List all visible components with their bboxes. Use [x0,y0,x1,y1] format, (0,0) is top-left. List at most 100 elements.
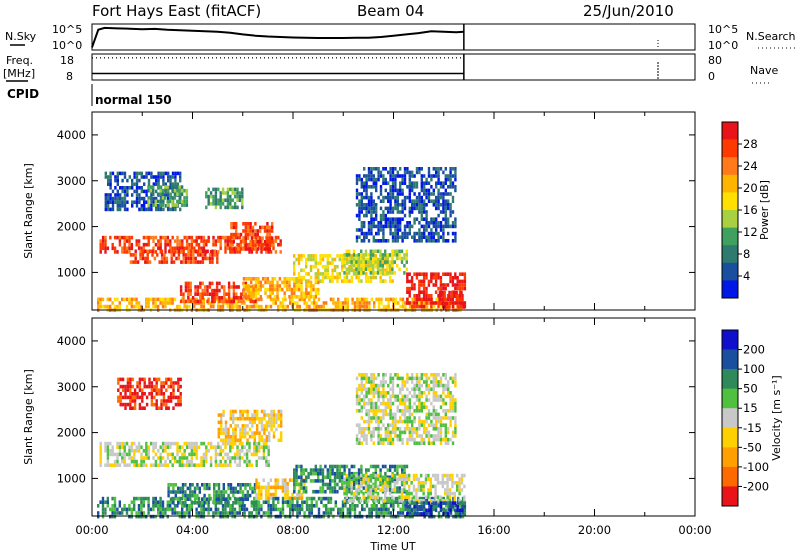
power-cell [111,301,114,305]
velocity-cell [265,463,268,467]
power-x-ticks [91,112,696,310]
velocity-cell [178,449,182,453]
velocity-cell [229,511,232,515]
power-cell [461,279,464,284]
velocity-cell [104,511,107,515]
power-cell [408,192,411,196]
power-cell [338,272,341,276]
power-cell [159,199,162,204]
power-cell [423,217,426,221]
power-cell [374,257,377,262]
velocity-cell [142,500,145,504]
velocity-cell [263,431,266,435]
power-cell [147,171,151,176]
velocity-cell [325,496,328,501]
velocity-cell [177,395,180,400]
velocity-cell [272,496,275,501]
velocity-cell [412,499,416,503]
velocity-cell [317,511,321,515]
velocity-cell [341,482,344,487]
power-cell [367,170,371,175]
power-cell [143,204,146,208]
power-cell [213,299,216,304]
velocity-cell [454,383,457,388]
power-cell [350,260,353,264]
power-cell [379,217,383,221]
power-cell [251,299,255,304]
velocity-cell [442,391,445,395]
power-cell [131,200,134,204]
velocity-cell [331,489,334,494]
power-cell [430,304,433,309]
velocity-cell [305,496,309,501]
velocity-cell [281,504,285,508]
power-cell [257,297,261,302]
velocity-cell [408,491,411,496]
velocity-cell [128,504,131,508]
power-cell [107,175,110,179]
power-cell [158,260,161,264]
power-cell [387,304,390,309]
velocity-cell [345,488,348,492]
power-cell [216,256,219,261]
velocity-cell [434,473,437,478]
velocity-cell [172,490,175,494]
velocity-cell [286,514,289,519]
power-cell [367,210,371,214]
power-cell [434,290,438,294]
velocity-cell [353,511,357,515]
velocity-cell [401,464,404,469]
velocity-cell [195,507,198,512]
power-cell [178,196,181,200]
power-cell [451,301,455,305]
power-cell [257,277,260,281]
power-cell [215,292,219,296]
velocity-cell [361,504,364,508]
power-cell [161,301,165,305]
power-cell [406,231,409,236]
velocity-cell [111,504,114,508]
power-cell [408,290,411,294]
power-cell [135,171,139,176]
velocity-cell [423,514,426,519]
velocity-cell [241,427,244,432]
velocity-cell [179,384,182,389]
power-cell [336,264,339,269]
power-cell [237,285,240,289]
velocity-cell [272,504,275,508]
power-cell [121,246,124,251]
power-cell [236,301,239,305]
power-cell [261,247,264,251]
power-cell [372,167,375,171]
velocity-cell [420,394,423,399]
velocity-cell [124,388,127,392]
velocity-cell [393,479,397,483]
power-cell [247,229,250,233]
power-cell [203,292,207,296]
power-cell [326,261,329,265]
velocity-cell [198,490,201,494]
power-cell [152,203,155,207]
velocity-cell [427,491,430,496]
velocity-cell [260,507,263,512]
velocity-cell [403,468,406,472]
velocity-cell [109,449,112,453]
power-cell [430,272,433,276]
velocity-cell [394,419,397,424]
power-cell [212,187,215,192]
power-cell [355,235,359,239]
power-cell [391,192,395,196]
power-cell [123,171,127,176]
velocity-cell [269,504,273,508]
power-cell [391,217,395,221]
power-cell [317,272,320,276]
velocity-cell [382,380,385,384]
velocity-cell [405,477,408,481]
velocity-cell [169,500,172,504]
power-cell [216,260,219,264]
velocity-cell [363,398,366,402]
power-cell [251,225,255,230]
velocity-cell [169,483,173,487]
velocity-cell [293,479,296,483]
power-cell [357,263,360,268]
